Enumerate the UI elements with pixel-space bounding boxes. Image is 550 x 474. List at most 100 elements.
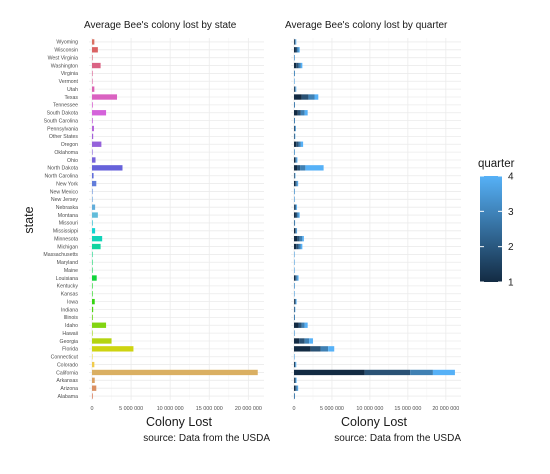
bar-q1-arizona	[294, 385, 296, 391]
bar-q2-wyoming	[294, 39, 296, 45]
bar-q4-louisiana	[297, 275, 299, 281]
right-caption: source: Data from the USDA	[334, 433, 461, 444]
bar-q1-washington	[294, 62, 297, 69]
bar-hawaii	[92, 330, 93, 336]
bar-q2-washington	[296, 62, 299, 69]
left-caption: source: Data from the USDA	[143, 433, 270, 444]
bar-q4-south-dakota	[304, 110, 308, 116]
bar-q2-ohio	[295, 157, 296, 163]
bar-q1-montana	[294, 212, 296, 218]
state-label: Georgia	[60, 339, 79, 345]
state-label: Utah	[67, 87, 78, 93]
left-grid	[89, 38, 264, 400]
bar-q1-utah	[294, 86, 295, 92]
x-tick-label: 10 000 000	[356, 406, 383, 412]
bar-q3-colorado	[295, 361, 296, 368]
bar-north-carolina	[92, 173, 94, 179]
bar-q3-ohio	[295, 157, 297, 163]
x-tick-label: 20 000 000	[235, 406, 262, 412]
state-label: Kentucky	[57, 284, 79, 290]
bar-q4-north-dakota	[305, 165, 324, 171]
bar-q1-nebraska	[294, 204, 295, 210]
bar-q2-nebraska	[294, 204, 296, 210]
bar-q4-nebraska	[296, 204, 298, 210]
bar-colorado	[92, 361, 95, 368]
bar-q3-florida	[320, 346, 329, 352]
bar-tennessee	[92, 102, 93, 108]
state-label: Other States	[49, 134, 79, 140]
state-label: Maine	[64, 268, 78, 274]
state-label: Wyoming	[56, 40, 78, 46]
bar-q4-georgia	[309, 338, 313, 344]
bar-q3-texas	[308, 94, 315, 100]
state-label: Missouri	[59, 221, 78, 227]
state-label: Arizona	[60, 386, 78, 392]
state-label: Washington	[51, 63, 78, 69]
state-label: Arkansas	[56, 378, 78, 384]
bar-q3-utah	[295, 86, 296, 92]
bar-q3-north-dakota	[300, 165, 306, 171]
bar-q2-florida	[310, 346, 321, 352]
bar-q2-california	[364, 369, 411, 376]
state-label: Tennessee	[53, 103, 78, 109]
bar-wyoming	[92, 39, 95, 45]
state-label: Ohio	[67, 158, 78, 164]
bar-q2-mississippi	[295, 228, 296, 234]
bar-q2-louisiana	[295, 275, 297, 281]
bar-q3-louisiana	[296, 275, 298, 281]
bar-q2-north-dakota	[297, 165, 301, 171]
state-label: Michigan	[57, 244, 78, 250]
bar-q3-new-york	[296, 180, 298, 187]
bar-q4-iowa	[296, 298, 297, 305]
state-label: South Carolina	[44, 118, 78, 124]
bar-q3-georgia	[304, 338, 310, 344]
bar-q4-arizona	[297, 385, 299, 391]
bar-q1-wyoming	[294, 39, 295, 45]
x-tick-label: 0	[91, 406, 94, 412]
bar-q2-arkansas	[294, 377, 296, 384]
bar-q1-california	[294, 369, 365, 376]
state-label: North Dakota	[47, 166, 78, 172]
legend-ticks: 4 3 2 1	[480, 172, 514, 289]
state-label: Indiana	[61, 307, 78, 313]
legend-tick-label: 4	[508, 172, 514, 183]
state-label: Virginia	[61, 71, 78, 77]
state-label: New Mexico	[50, 189, 78, 195]
bar-q3-montana	[297, 212, 299, 218]
bar-q3-california	[410, 369, 433, 376]
bar-q3-minnesota	[299, 235, 303, 242]
bar-kansas	[92, 291, 93, 297]
state-label: Florida	[62, 347, 78, 353]
bar-q2-new-york	[295, 180, 297, 187]
bar-q1-new-york	[294, 180, 296, 187]
left-bars	[92, 39, 258, 399]
bar-south-carolina	[92, 117, 93, 124]
bar-q1-oregon	[294, 141, 297, 147]
right-x-ticks: 0 5 000 000 10 000 000 15 000 000 20 000 000	[293, 406, 460, 412]
state-label: Vermont	[59, 79, 79, 85]
bar-q2-idaho	[298, 322, 302, 328]
bar-q1-texas	[294, 94, 302, 100]
state-label: Idaho	[65, 323, 78, 329]
bar-q2-michigan	[296, 243, 299, 250]
state-label: Illinois	[64, 315, 79, 321]
legend-tick-label: 1	[508, 278, 514, 289]
bar-q4-new-york	[297, 180, 299, 187]
bar-q2-utah	[294, 86, 296, 92]
bar-maryland	[92, 259, 93, 265]
x-tick-label: 5 000 000	[320, 406, 344, 412]
bar-q3-michigan	[298, 243, 301, 250]
bar-new-york	[92, 180, 97, 187]
bar-q4-utah	[295, 86, 297, 92]
bar-q2-wisconsin	[295, 47, 298, 53]
panel-by-state: Average Bee's colony lost by state Alaba…	[43, 20, 270, 444]
bar-california	[92, 369, 258, 376]
bar-new-jersey	[92, 196, 93, 203]
bar-kentucky	[92, 283, 93, 289]
state-label: North Carolina	[45, 174, 79, 180]
state-label: Maryland	[57, 260, 78, 266]
bar-north-dakota	[92, 165, 123, 171]
bar-q1-idaho	[294, 322, 299, 328]
bar-q4-texas	[314, 94, 319, 100]
bar-q1-florida	[294, 346, 311, 352]
